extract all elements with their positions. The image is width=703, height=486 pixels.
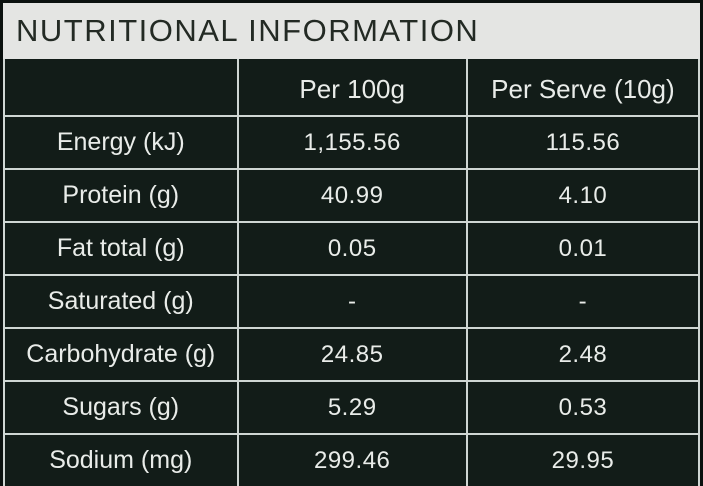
value-per-serve: 0.53 (465, 380, 701, 435)
table-row-fat-total: Fat total (g) 0.05 0.01 (3, 221, 701, 276)
table-row-carbohydrate: Carbohydrate (g) 24.85 2.48 (3, 327, 701, 382)
nutrition-table: Per 100g Per Serve (10g) Energy (kJ) 1,1… (3, 59, 701, 486)
value-per-serve: 2.48 (465, 327, 701, 382)
row-label: Fat total (g) (3, 221, 239, 276)
page-title: NUTRITIONAL INFORMATION (16, 13, 480, 48)
row-label: Sodium (mg) (3, 433, 239, 486)
value-per-serve: 115.56 (465, 115, 701, 170)
value-per-100g: - (236, 274, 468, 329)
header-cell-per-100g: Per 100g (236, 59, 468, 117)
row-label: Saturated (g) (3, 274, 239, 329)
header-row: Per 100g Per Serve (10g) (3, 59, 701, 117)
row-label: Protein (g) (3, 168, 239, 223)
value-per-100g: 24.85 (236, 327, 468, 382)
value-per-100g: 1,155.56 (236, 115, 468, 170)
header-cell-blank (3, 59, 239, 117)
table-row-protein: Protein (g) 40.99 4.10 (3, 168, 701, 223)
value-per-serve: 0.01 (465, 221, 701, 276)
value-per-100g: 5.29 (236, 380, 468, 435)
value-per-100g: 299.46 (236, 433, 468, 486)
value-per-serve: 4.10 (465, 168, 701, 223)
row-label: Sugars (g) (3, 380, 239, 435)
header-cell-per-serve: Per Serve (10g) (465, 59, 701, 117)
table-row-energy: Energy (kJ) 1,155.56 115.56 (3, 115, 701, 170)
value-per-100g: 40.99 (236, 168, 468, 223)
value-per-serve: 29.95 (465, 433, 701, 486)
row-label: Carbohydrate (g) (3, 327, 239, 382)
title-band: NUTRITIONAL INFORMATION (3, 3, 700, 59)
value-per-100g: 0.05 (236, 221, 468, 276)
table-row-sodium: Sodium (mg) 299.46 29.95 (3, 433, 701, 486)
table-row-saturated: Saturated (g) - - (3, 274, 701, 329)
row-label: Energy (kJ) (3, 115, 239, 170)
value-per-serve: - (465, 274, 701, 329)
table-row-sugars: Sugars (g) 5.29 0.53 (3, 380, 701, 435)
